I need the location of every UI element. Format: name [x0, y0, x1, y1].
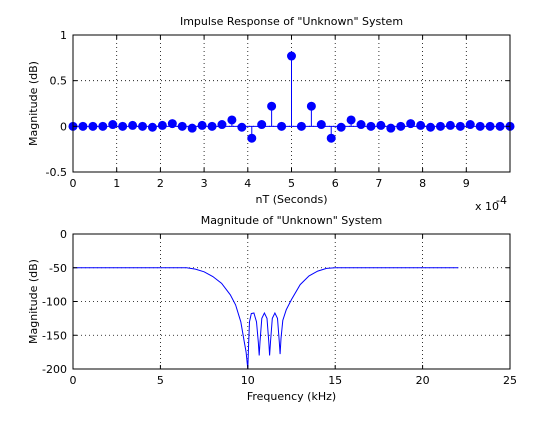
plot-area — [73, 234, 510, 369]
stem-marker — [475, 121, 485, 131]
stem-marker — [157, 120, 167, 130]
stem-marker — [98, 121, 108, 131]
stem-marker — [227, 115, 237, 125]
stem-marker — [277, 121, 287, 131]
stem-marker — [306, 101, 316, 111]
stem-marker — [257, 120, 267, 130]
x-tick-label: 7 — [375, 177, 382, 190]
stem-marker — [267, 101, 277, 111]
chart-title: Magnitude of "Unknown" System — [201, 214, 383, 227]
stem-marker — [326, 133, 336, 143]
stem-marker — [88, 121, 98, 131]
y-tick-label: -0.5 — [46, 166, 67, 179]
y-tick-label: -50 — [49, 262, 67, 275]
x-tick-label: 6 — [332, 177, 339, 190]
x-tick-label: 15 — [328, 374, 342, 387]
stem-marker — [296, 121, 306, 131]
stem-marker — [346, 115, 356, 125]
y-tick-label: -100 — [42, 296, 67, 309]
x-axis-label: Frequency (kHz) — [247, 390, 336, 403]
y-tick-label: 1 — [60, 29, 67, 42]
stem-marker — [485, 121, 495, 131]
stem-marker — [445, 120, 455, 130]
x-multiplier-label: x 10 — [475, 200, 499, 213]
stem-marker — [416, 120, 426, 130]
y-axis-label: Magnitude (dB) — [27, 259, 40, 344]
y-tick-label: -150 — [42, 329, 67, 342]
x-tick-label: 5 — [288, 177, 295, 190]
series-line — [73, 267, 459, 370]
x-tick-label: 3 — [201, 177, 208, 190]
x-tick-label: 0 — [70, 177, 77, 190]
stem-marker — [147, 122, 157, 132]
stem-marker — [167, 119, 177, 129]
x-tick-label: 25 — [503, 374, 517, 387]
y-tick-label: 0.5 — [50, 75, 68, 88]
stem-marker — [237, 122, 247, 132]
x-tick-label: 9 — [463, 177, 470, 190]
chart-title: Impulse Response of "Unknown" System — [180, 15, 403, 28]
x-tick-label: 4 — [244, 177, 251, 190]
x-tick-label: 1 — [113, 177, 120, 190]
stem-marker — [336, 122, 346, 132]
stem-marker — [108, 120, 118, 130]
stem-marker — [187, 123, 197, 133]
magnitude-response-plot: 0 5 10 15 20 25 -200 -150 -100 -50 0 Magnitude of "… — [27, 214, 517, 403]
stem-marker — [356, 120, 366, 130]
stem-marker — [426, 122, 436, 132]
stem-marker — [287, 51, 296, 61]
stem-marker — [247, 133, 257, 143]
x-tick-label: 5 — [157, 374, 164, 387]
y-tick-label: 0 — [60, 120, 67, 133]
y-axis-label: Magnitude (dB) — [27, 61, 40, 146]
stem-marker — [217, 120, 227, 130]
x-tick-label: 0 — [70, 374, 77, 387]
stem-marker — [197, 120, 207, 130]
x-tick-label: 8 — [419, 177, 426, 190]
x-axis-label: nT (Seconds) — [256, 193, 328, 206]
stem-marker — [465, 120, 475, 130]
stem-marker — [207, 121, 217, 131]
y-tick-label: 0 — [60, 228, 67, 241]
stem-marker — [396, 121, 406, 131]
stem-marker — [366, 121, 376, 131]
stem-marker — [177, 121, 187, 131]
x-tick-label: 2 — [157, 177, 164, 190]
stem-marker — [435, 121, 445, 131]
x-tick-label: 10 — [241, 374, 255, 387]
stem-marker — [376, 120, 386, 130]
x-multiplier-exponent: -4 — [496, 194, 507, 207]
stem-marker — [386, 123, 396, 133]
stem-marker — [316, 120, 326, 130]
stem-marker — [406, 119, 416, 129]
stem-marker — [118, 121, 128, 131]
stem-marker — [78, 121, 88, 131]
stem-marker — [138, 121, 148, 131]
x-tick-label: 20 — [416, 374, 430, 387]
stem-marker — [128, 120, 138, 130]
stem-marker — [495, 121, 505, 131]
y-tick-label: -200 — [42, 363, 67, 376]
stem-marker — [455, 121, 465, 131]
